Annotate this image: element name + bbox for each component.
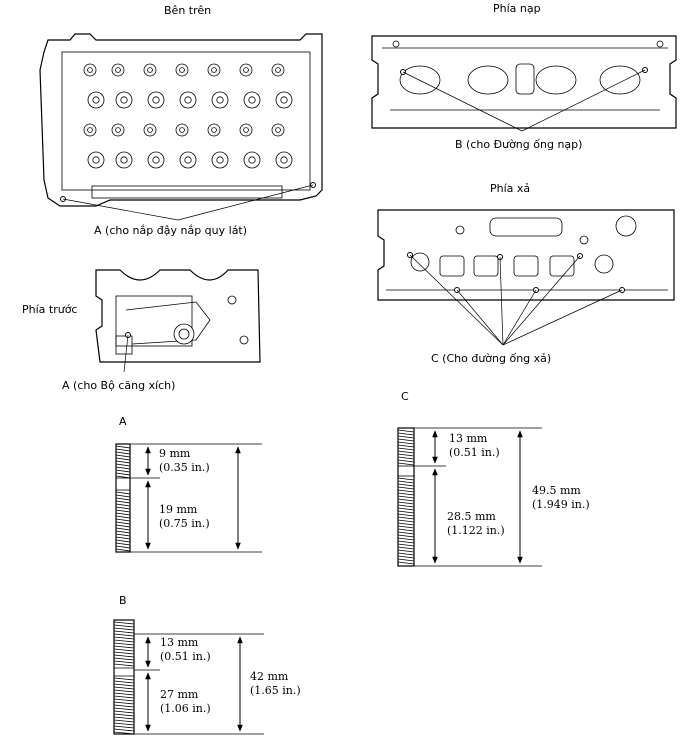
view-title-front: Phía trước bbox=[22, 303, 77, 316]
stud-b-label: B bbox=[119, 594, 127, 607]
stud-a-drawing bbox=[115, 443, 131, 553]
cylinder-head-exhaust-view bbox=[377, 209, 675, 301]
view-title-exhaust: Phía xả bbox=[490, 182, 530, 195]
stud-a-label: A bbox=[119, 415, 127, 428]
stud-c-label: C bbox=[401, 390, 409, 403]
callout-front: A (cho Bộ căng xích) bbox=[62, 379, 175, 392]
stud-c-long-in: (1.122 in.) bbox=[447, 524, 505, 537]
stud-b-total-in: (1.65 in.) bbox=[250, 684, 301, 697]
stud-b-long-mm: 27 mm bbox=[160, 688, 199, 701]
cylinder-head-intake-view bbox=[371, 35, 677, 129]
stud-a-short-mm: 9 mm bbox=[159, 447, 191, 460]
stud-c-short-mm: 13 mm bbox=[449, 432, 488, 445]
stud-a-short-in: (0.35 in.) bbox=[159, 461, 210, 474]
stud-c-long-mm: 28.5 mm bbox=[447, 510, 496, 523]
stud-c-drawing bbox=[397, 427, 415, 567]
stud-b-short-in: (0.51 in.) bbox=[160, 650, 211, 663]
stud-b-short-mm: 13 mm bbox=[160, 636, 199, 649]
stud-b-drawing bbox=[113, 619, 135, 735]
stud-c-short-in: (0.51 in.) bbox=[449, 446, 500, 459]
view-title-intake: Phía nạp bbox=[493, 2, 541, 15]
stud-b-total-mm: 42 mm bbox=[250, 670, 289, 683]
stud-a-long-in: (0.75 in.) bbox=[159, 517, 210, 530]
callout-intake: B (cho Đường ống nạp) bbox=[455, 138, 582, 151]
stud-b-long-in: (1.06 in.) bbox=[160, 702, 211, 715]
callout-exhaust: C (Cho đường ống xả) bbox=[431, 352, 551, 365]
callout-top: A (cho nắp đậy nắp quy lát) bbox=[94, 224, 247, 237]
stud-c-total-in: (1.949 in.) bbox=[532, 498, 590, 511]
view-title-top: Bên trên bbox=[164, 4, 211, 17]
cylinder-head-front-view bbox=[95, 269, 261, 363]
stud-c-total-mm: 49.5 mm bbox=[532, 484, 581, 497]
stud-a-long-mm: 19 mm bbox=[159, 503, 198, 516]
cylinder-head-top-view bbox=[39, 33, 323, 207]
